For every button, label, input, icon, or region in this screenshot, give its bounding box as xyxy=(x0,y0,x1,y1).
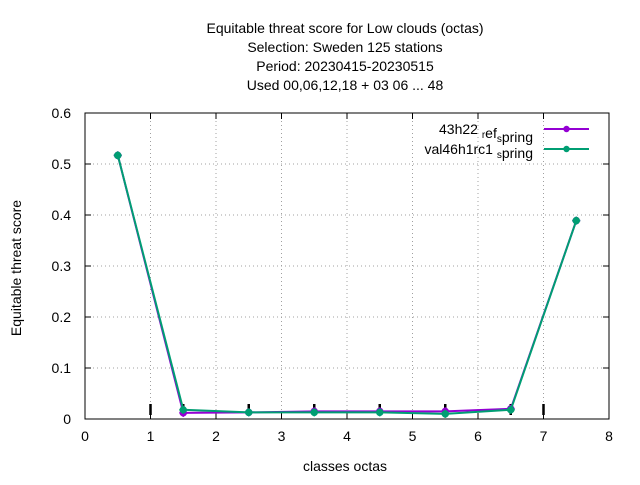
data-point xyxy=(441,409,450,418)
grid xyxy=(85,113,609,419)
x-tick-label: 4 xyxy=(343,428,351,444)
ticks: 0 1 2 3 4 5 6 7 8 0 0.1 0.2 0.3 0.4 0.5 0.6 xyxy=(52,105,614,444)
legend-subscript: s xyxy=(497,150,502,161)
x-tick-label: 0 xyxy=(81,428,89,444)
y-tick-label: 0 xyxy=(63,411,71,427)
x-axis-label: classes octas xyxy=(303,458,387,474)
y-tick-label: 0.4 xyxy=(52,207,72,223)
title-line-3: Period: 20230415-20230515 xyxy=(256,58,434,74)
x-tick-label: 7 xyxy=(540,428,548,444)
data-point xyxy=(572,216,581,225)
data-point xyxy=(375,408,384,417)
legend-entry-1: 43h22 refspring xyxy=(439,121,589,145)
legend-text-part: ef xyxy=(485,125,497,141)
legend-marker xyxy=(563,145,570,153)
legend-subscript: s xyxy=(497,134,502,145)
y-tick-label: 0.1 xyxy=(52,360,72,376)
x-tick-label: 2 xyxy=(212,428,220,444)
legend-text-part: pring xyxy=(502,145,533,161)
data-point xyxy=(310,408,319,417)
x-tick-label: 3 xyxy=(278,428,286,444)
chart-title: Equitable threat score for Low clouds (o… xyxy=(206,20,483,93)
y-tick-label: 0.3 xyxy=(52,258,72,274)
legend-entry-2: val46h1rc1 spring xyxy=(424,141,589,161)
y-tick-label: 0.5 xyxy=(52,156,72,172)
legend-subscript: r xyxy=(482,130,486,141)
x-tick-label: 1 xyxy=(147,428,155,444)
series xyxy=(113,151,581,418)
series-2 xyxy=(113,151,581,418)
data-point xyxy=(506,405,515,414)
y-tick-label: 0.6 xyxy=(52,105,72,121)
data-point xyxy=(179,405,188,414)
legend-label: val46h1rc1 spring xyxy=(424,141,533,161)
series-line xyxy=(116,155,578,415)
title-line-4: Used 00,06,12,18 + 03 06 ... 48 xyxy=(247,77,444,93)
data-point xyxy=(244,408,253,417)
title-line-2: Selection: Sweden 125 stations xyxy=(247,39,442,55)
x-tick-label: 6 xyxy=(474,428,482,444)
data-point xyxy=(113,151,122,160)
y-tick-label: 0.2 xyxy=(52,309,72,325)
y-axis-label: Equitable threat score xyxy=(8,200,24,336)
title-line-1: Equitable threat score for Low clouds (o… xyxy=(206,20,483,36)
legend-text-part: pring xyxy=(502,129,533,145)
legend-text-part: val46h1rc1 xyxy=(424,141,496,157)
legend-marker xyxy=(563,125,570,133)
x-tick-label: 8 xyxy=(605,428,613,444)
x-tick-label: 5 xyxy=(409,428,417,444)
legend-label: 43h22 refspring xyxy=(439,121,533,145)
legend-text-part: 43h22 xyxy=(439,121,482,137)
